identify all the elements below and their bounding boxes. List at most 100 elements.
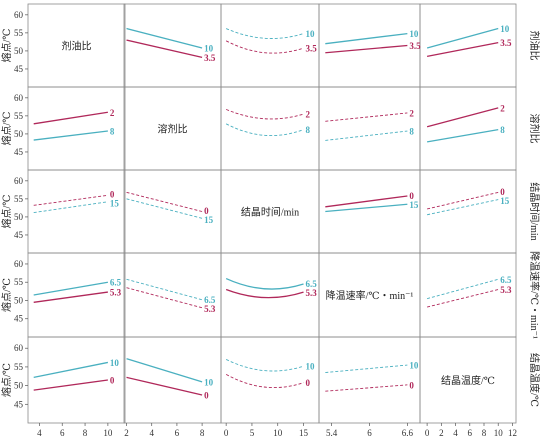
y-tick-label: 45 — [14, 230, 24, 240]
series-level-label: 6.5 — [204, 295, 216, 305]
panel-frame-r1-c3 — [318, 86, 421, 171]
labels-layer: 剂油比溶剂比结晶时间/min降温速率/℃・min⁻¹结晶温度/℃45505560… — [0, 10, 540, 436]
series-level-label: 10 — [204, 44, 214, 54]
series-level-label: 15 — [110, 199, 120, 209]
series-line-crimson — [33, 111, 108, 125]
panel-frame-r4-c0 — [27, 336, 126, 424]
series-level-label: 3.5 — [204, 53, 216, 63]
y-tick-label: 50 — [14, 381, 24, 391]
series-line-teal — [33, 361, 109, 379]
series-line-crimson — [225, 373, 304, 389]
row-factor-label: 结晶温度/℃ — [528, 353, 540, 407]
series-line-crimson — [325, 44, 408, 54]
series-level-label: 8 — [110, 127, 115, 137]
series-level-label: 8 — [409, 127, 414, 137]
diagonal-factor-label: 结晶时间/min — [241, 206, 299, 219]
series-line-teal — [427, 128, 499, 143]
series-line-crimson — [427, 191, 499, 210]
row-factor-label: 溶剂比 — [528, 114, 540, 144]
series-line-teal — [325, 32, 408, 45]
series-line-teal — [126, 358, 203, 383]
series-line-teal — [126, 198, 203, 219]
series-level-label: 6.5 — [306, 279, 318, 289]
x-tick-label: 4 — [453, 428, 458, 436]
series-line-crimson — [225, 40, 304, 54]
x-tick-label: 0 — [224, 428, 229, 436]
series-level-label: 2 — [409, 108, 414, 118]
y-tick-label: 55 — [14, 362, 24, 372]
series-level-label: 5.3 — [110, 288, 122, 298]
lines-layer — [33, 27, 499, 396]
panel-frame-r4-c4 — [419, 336, 517, 424]
series-level-label: 0 — [204, 390, 209, 400]
y-tick-label: 45 — [14, 314, 24, 324]
y-axis-title: 熔点/℃ — [0, 29, 13, 63]
series-level-label: 3.5 — [306, 44, 318, 54]
x-tick-label: 10 — [494, 428, 504, 436]
y-axis-title: 熔点/℃ — [0, 112, 13, 146]
series-line-teal — [426, 278, 499, 300]
y-tick-label: 50 — [14, 212, 24, 222]
series-line-teal — [426, 27, 499, 49]
series-level-label: 5.3 — [500, 285, 512, 295]
series-level-label: 0 — [204, 206, 209, 216]
x-tick-label: 8 — [83, 428, 88, 436]
series-level-label: 3.5 — [500, 38, 512, 48]
x-tick-label: 8 — [482, 428, 487, 436]
series-level-label: 10 — [204, 377, 214, 387]
series-level-label: 6.5 — [110, 278, 122, 288]
series-level-label: 0 — [409, 380, 414, 390]
x-tick-label: 6.6 — [402, 428, 414, 436]
x-tick-label: 6 — [367, 428, 372, 436]
series-line-crimson — [427, 289, 499, 308]
series-line-crimson — [225, 108, 304, 120]
panel-frame-r4-c3 — [318, 336, 421, 424]
x-tick-label: 0 — [425, 428, 430, 436]
panel-frame-r4-c2 — [220, 336, 320, 424]
x-tick-label: 4 — [149, 428, 154, 436]
y-tick-label: 50 — [14, 46, 24, 56]
series-line-crimson — [33, 194, 108, 206]
y-axis-title: 熔点/℃ — [0, 195, 13, 229]
diagonal-factor-label: 结晶温度/℃ — [441, 374, 495, 387]
y-tick-label: 60 — [14, 343, 24, 353]
y-tick-label: 45 — [14, 64, 24, 74]
series-level-label: 10 — [306, 362, 316, 372]
x-tick-label: 2 — [439, 428, 444, 436]
series-level-label: 6.5 — [500, 275, 512, 285]
x-tick-label: 6 — [468, 428, 473, 436]
series-line-teal — [225, 277, 304, 290]
diagonal-factor-label: 剂油比 — [62, 40, 92, 53]
series-level-label: 0 — [110, 190, 115, 200]
diagonal-factor-label: 降温速率/℃・min⁻¹ — [326, 289, 414, 302]
y-tick-label: 60 — [14, 93, 24, 103]
x-tick-label: 10 — [273, 428, 283, 436]
series-level-label: 0 — [306, 378, 311, 388]
series-line-crimson — [225, 288, 304, 299]
series-line-crimson — [325, 112, 408, 122]
series-level-label: 15 — [409, 200, 419, 210]
series-level-label: 5.3 — [306, 288, 318, 298]
series-level-label: 8 — [306, 125, 311, 135]
series-line-crimson — [325, 195, 408, 208]
y-tick-label: 50 — [14, 295, 24, 305]
series-level-label: 0 — [500, 187, 505, 197]
series-line-crimson — [426, 41, 499, 57]
row-factor-label: 结晶时间/min — [528, 182, 540, 240]
x-tick-label: 15 — [299, 428, 309, 436]
y-tick-label: 60 — [14, 10, 24, 20]
series-level-label: 2 — [110, 108, 115, 118]
y-tick-label: 55 — [14, 194, 24, 204]
series-line-teal — [225, 28, 304, 39]
series-line-crimson — [126, 287, 203, 309]
series-line-teal — [325, 364, 408, 373]
series-level-label: 10 — [409, 29, 419, 39]
series-level-label: 2 — [500, 103, 505, 113]
series-level-label: 3.5 — [409, 41, 421, 51]
series-line-teal — [33, 201, 108, 214]
series-level-label: 10 — [500, 24, 510, 34]
x-tick-label: 6 — [175, 428, 180, 436]
panel-frame-r3-c2 — [220, 252, 320, 338]
series-level-label: 10 — [110, 358, 120, 368]
